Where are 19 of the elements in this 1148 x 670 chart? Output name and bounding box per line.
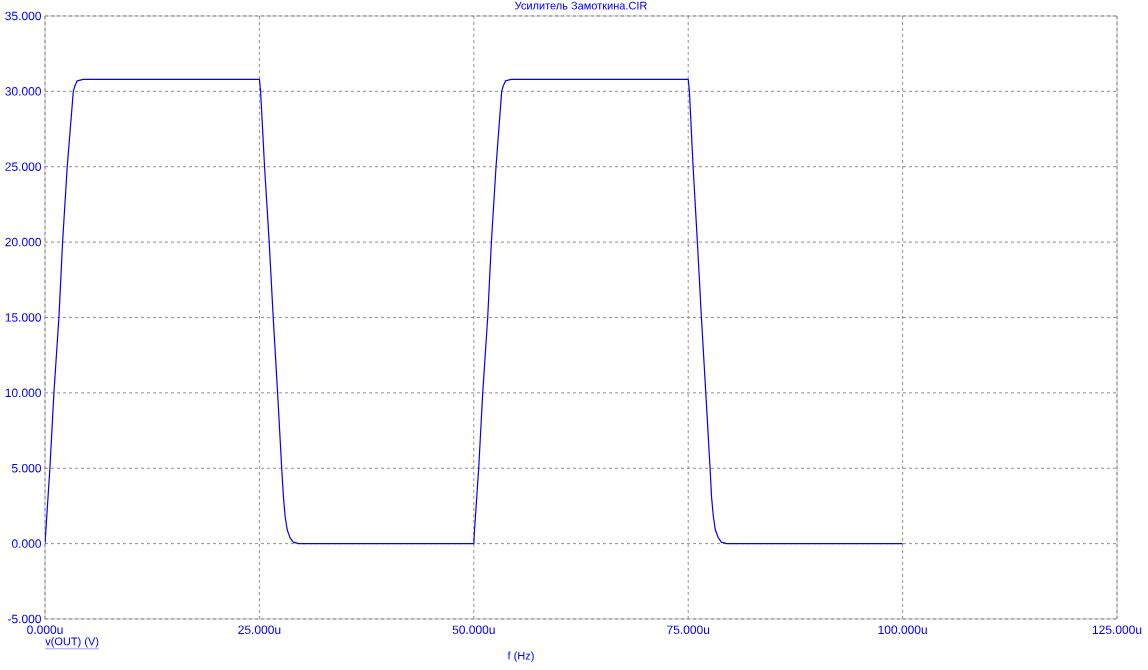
x-tick-label: 25.000u (238, 625, 281, 635)
x-tick-label: 0.000u (27, 625, 63, 635)
y-tick-label: 10.000 (5, 388, 42, 398)
x-tick-label: 125.000u (1092, 625, 1142, 635)
x-axis-title: f (Hz) (507, 651, 534, 662)
y-tick-label: 0.000 (11, 539, 42, 548)
text: v(OUT) (V) (45, 637, 99, 648)
y-tick-label: 30.000 (5, 87, 42, 96)
y-tick-label: 15.000 (5, 313, 42, 322)
y-tick-label: 20.000 (5, 237, 42, 247)
chart-title: Усилитель Замоткина.CIR (514, 1, 647, 10)
y-tick-label: 5.000 (11, 463, 42, 473)
y-tick-label: -5.000 (7, 614, 42, 624)
x-tick-label: 50.000u (452, 625, 495, 635)
x-tick-label: 75.000u (667, 625, 710, 635)
y-tick-label: 35.000 (5, 11, 42, 21)
y-tick-label: 25.000 (5, 162, 42, 171)
x-tick-label: 100.000u (878, 625, 927, 635)
line-series (45, 78, 904, 545)
